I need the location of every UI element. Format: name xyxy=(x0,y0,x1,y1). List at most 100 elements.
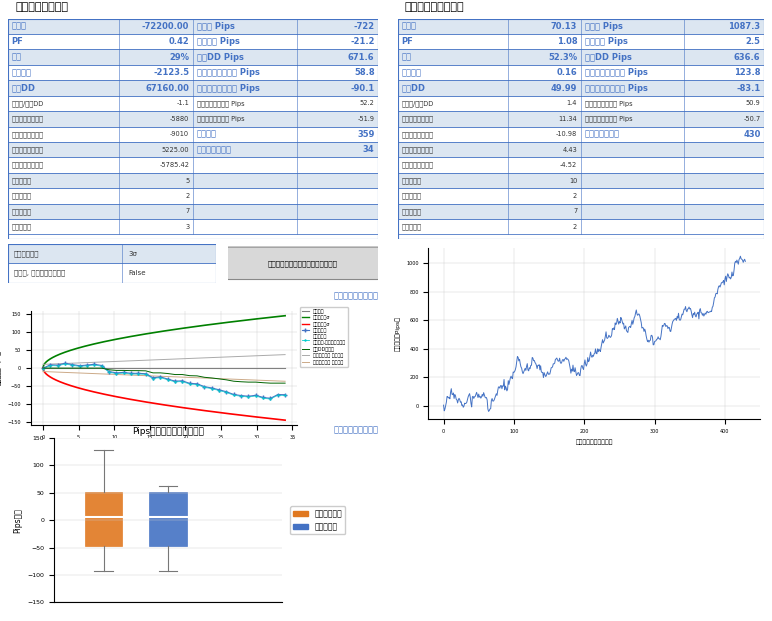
Text: 1.08: 1.08 xyxy=(557,37,577,46)
Text: 最大勝ちトレード Pips: 最大勝ちトレード Pips xyxy=(197,68,259,77)
Title: Pips損益比較（箱ひげ図）: Pips損益比較（箱ひげ図） xyxy=(132,427,204,436)
FancyBboxPatch shape xyxy=(398,204,764,219)
Text: 最大連敗数: 最大連敗数 xyxy=(12,208,32,215)
Text: 純利益/最大DD: 純利益/最大DD xyxy=(401,100,434,107)
Text: 最大負けトレード Pips: 最大負けトレード Pips xyxy=(197,83,259,93)
Text: 11.34: 11.34 xyxy=(558,116,577,122)
Text: 総獲得 Pips: 総獲得 Pips xyxy=(197,22,235,31)
Text: 平均勝ちトレード: 平均勝ちトレード xyxy=(401,147,433,153)
Text: 2: 2 xyxy=(185,193,189,199)
Text: -83.1: -83.1 xyxy=(736,83,760,93)
Text: -4.52: -4.52 xyxy=(560,162,577,168)
Text: -9010: -9010 xyxy=(170,131,189,137)
Text: 2: 2 xyxy=(573,193,577,199)
Text: 勝率: 勝率 xyxy=(12,53,22,61)
FancyBboxPatch shape xyxy=(398,127,764,142)
Text: 2: 2 xyxy=(573,224,577,230)
Text: 平均負けトレード Pips: 平均負けトレード Pips xyxy=(197,116,244,122)
Text: 430: 430 xyxy=(743,130,760,138)
Text: 70.13: 70.13 xyxy=(551,22,577,31)
Text: 平均勝ちトレード: 平均勝ちトレード xyxy=(12,147,43,153)
Text: 最大勝ちトレード: 最大勝ちトレード xyxy=(401,116,433,122)
Text: 総獲得 Pips: 総獲得 Pips xyxy=(584,22,622,31)
Text: バンド幅設定: バンド幅設定 xyxy=(14,250,39,257)
Text: False: False xyxy=(129,270,146,276)
Text: 最大負けトレード: 最大負けトレード xyxy=(12,131,43,138)
Legend: 期待値線, 上限バンドσ, 下限バンドσ, フォワード, フォワード
（手数料,スワップ考慮）, 最大DDライン, モンテカルロ 上バンド, モンテカルロ 下バ: 期待値線, 上限バンドσ, 下限バンドσ, フォワード, フォワード （手数料,… xyxy=(300,307,348,366)
Text: 0.42: 0.42 xyxy=(168,37,189,46)
Text: -21.2: -21.2 xyxy=(350,37,374,46)
Text: 平均負けトレード: 平均負けトレード xyxy=(12,162,43,168)
FancyBboxPatch shape xyxy=(8,80,378,96)
FancyBboxPatch shape xyxy=(8,219,378,235)
Text: PF: PF xyxy=(12,37,23,46)
Text: 累積トレード数: 累積トレード数 xyxy=(584,130,620,138)
Text: 平均連敗数: 平均連敗数 xyxy=(12,224,32,230)
FancyBboxPatch shape xyxy=(398,157,764,173)
Text: 123.8: 123.8 xyxy=(734,68,760,77)
Text: グラフ活用方法解説: グラフ活用方法解説 xyxy=(334,425,378,435)
Text: 10: 10 xyxy=(569,178,577,183)
Text: 34: 34 xyxy=(363,145,374,154)
Text: 52.3%: 52.3% xyxy=(548,53,577,61)
Text: 経過日数: 経過日数 xyxy=(197,130,217,138)
Text: 最大連勝数: 最大連勝数 xyxy=(12,177,32,184)
FancyBboxPatch shape xyxy=(398,111,764,127)
Y-axis label: 累積損益（Pips）: 累積損益（Pips） xyxy=(395,316,401,351)
Text: 期待利得 Pips: 期待利得 Pips xyxy=(197,37,239,46)
Text: グラフ活用方法解説: グラフ活用方法解説 xyxy=(334,291,378,300)
Text: 最大負けトレード Pips: 最大負けトレード Pips xyxy=(584,83,648,93)
Text: 平均連敗数: 平均連敗数 xyxy=(401,224,422,230)
Text: 勝率: 勝率 xyxy=(401,53,411,61)
Text: 平均勝ちトレード Pips: 平均勝ちトレード Pips xyxy=(584,100,632,107)
FancyBboxPatch shape xyxy=(398,34,764,50)
FancyBboxPatch shape xyxy=(8,34,378,50)
X-axis label: 累積トレード数（回）: 累積トレード数（回） xyxy=(145,446,183,451)
Text: 純利益: 純利益 xyxy=(12,22,26,31)
Text: 5: 5 xyxy=(185,178,189,183)
Text: 29%: 29% xyxy=(169,53,189,61)
Text: 最大勝ちトレード Pips: 最大勝ちトレード Pips xyxy=(584,68,648,77)
Text: 671.6: 671.6 xyxy=(348,53,374,61)
Text: 純利益/最大DD: 純利益/最大DD xyxy=(12,100,44,107)
FancyBboxPatch shape xyxy=(398,142,764,157)
Text: 最大負けトレード: 最大負けトレード xyxy=(401,131,433,138)
Text: -5880: -5880 xyxy=(170,116,189,122)
Text: 平均連勝数: 平均連勝数 xyxy=(12,193,32,199)
FancyBboxPatch shape xyxy=(8,204,378,219)
Text: 平均連勝数: 平均連勝数 xyxy=(401,193,422,199)
FancyBboxPatch shape xyxy=(8,19,378,34)
Text: 3: 3 xyxy=(185,224,189,230)
Legend: バックテスト, フォワード: バックテスト, フォワード xyxy=(290,506,345,534)
FancyBboxPatch shape xyxy=(398,65,764,80)
Text: 0.16: 0.16 xyxy=(557,68,577,77)
Text: 平均負けトレード Pips: 平均負けトレード Pips xyxy=(584,116,632,122)
Text: 1.4: 1.4 xyxy=(567,101,577,106)
Text: -90.1: -90.1 xyxy=(350,83,374,93)
FancyBboxPatch shape xyxy=(398,19,764,34)
Text: 1087.3: 1087.3 xyxy=(729,22,760,31)
Text: -5785.42: -5785.42 xyxy=(159,162,189,168)
Text: フォワードデータ: フォワードデータ xyxy=(15,2,68,12)
Text: 平均勝ちトレード Pips: 平均勝ちトレード Pips xyxy=(197,100,244,107)
X-axis label: 累積トレード数（回）: 累積トレード数（回） xyxy=(576,440,613,445)
Text: -1.1: -1.1 xyxy=(177,101,189,106)
FancyBboxPatch shape xyxy=(8,142,378,157)
Text: 期待利得: 期待利得 xyxy=(12,68,32,77)
Text: 最大連敗数: 最大連敗数 xyxy=(401,208,422,215)
FancyBboxPatch shape xyxy=(398,50,764,65)
FancyBboxPatch shape xyxy=(8,50,378,65)
Text: 4.43: 4.43 xyxy=(563,147,577,153)
Text: 2.5: 2.5 xyxy=(746,37,760,46)
Y-axis label: Pips損益: Pips損益 xyxy=(13,507,22,533)
Text: 期待利得 Pips: 期待利得 Pips xyxy=(584,37,628,46)
Text: 期待利得: 期待利得 xyxy=(401,68,422,77)
Text: 最大DD: 最大DD xyxy=(12,83,36,93)
Text: -51.9: -51.9 xyxy=(357,116,374,122)
FancyBboxPatch shape xyxy=(398,80,764,96)
FancyBboxPatch shape xyxy=(8,65,378,80)
Text: -10.98: -10.98 xyxy=(556,131,577,137)
Text: -50.7: -50.7 xyxy=(743,116,760,122)
FancyBboxPatch shape xyxy=(8,188,378,204)
Text: 49.99: 49.99 xyxy=(551,83,577,93)
